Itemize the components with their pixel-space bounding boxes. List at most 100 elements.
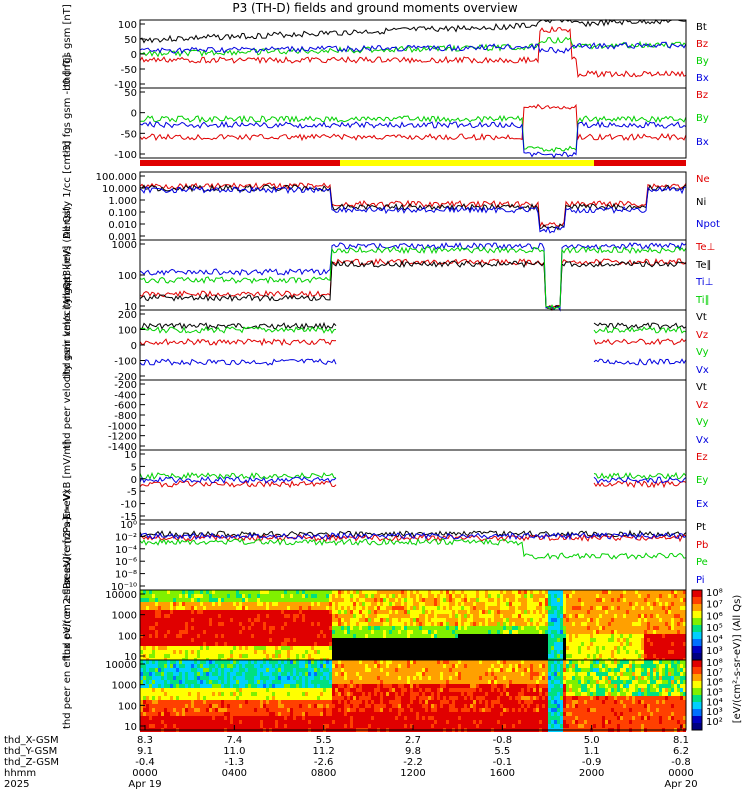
colorbar-tick: 10⁵	[706, 688, 723, 699]
x-axis-value: 7.4	[226, 735, 243, 746]
y-tick-label: 1.000	[108, 196, 137, 207]
y-tick-label: 0.010	[108, 220, 137, 231]
x-axis-row-label: thd_X-GSM	[4, 735, 59, 746]
x-axis-value: 9.8	[405, 746, 421, 757]
legend-ti⊥: Ti⊥	[696, 277, 714, 288]
y-tick-label: 100	[118, 631, 137, 642]
colorbar-tick: 10⁴	[706, 697, 723, 708]
y-tick-label: 1000	[112, 681, 137, 692]
legend-ey: Ey	[696, 475, 709, 487]
series-vz-line	[139, 337, 687, 347]
y-tick-label: 50	[124, 35, 137, 46]
series-vt-line	[139, 321, 687, 331]
x-axis-row-label: hhmm	[4, 768, 37, 779]
x-axis-value: 0800	[310, 768, 337, 779]
series-ni-line	[139, 183, 687, 231]
y-tick-label: 10.000	[102, 184, 137, 195]
panel-frame	[139, 379, 687, 451]
y-tick-label: 10⁻⁴	[115, 545, 137, 556]
colorbar-tick: 10⁷	[706, 668, 723, 679]
y-tick-label: 5	[131, 462, 137, 473]
legend-vx: Vx	[696, 434, 709, 446]
colorbar-tick: 10⁶	[706, 611, 723, 622]
region-bar-yellow	[340, 160, 594, 166]
x-axis-value: Apr 20	[664, 779, 698, 790]
legend-bx: Bx	[696, 136, 709, 148]
series-pt-line	[139, 529, 687, 538]
legend-pe: Pe	[696, 557, 708, 568]
legend-ni: Ni	[696, 196, 707, 208]
x-axis-row-label: 2025	[4, 779, 30, 790]
colorbar-tick: 10⁷	[706, 600, 723, 611]
y-tick-label: 10000	[105, 590, 137, 601]
y-tick-label: 10⁻⁸	[115, 570, 137, 581]
x-axis-value: 11.0	[223, 746, 246, 757]
series-te∥-line	[139, 259, 687, 311]
x-axis-value: -2.2	[403, 757, 423, 768]
series-bz-line	[139, 103, 687, 142]
x-axis-row-label: thd_Y-GSM	[4, 746, 58, 757]
x-axis-value: 11.2	[312, 746, 335, 757]
legend-bt: Bt	[696, 22, 707, 33]
legend-pi: Pi	[696, 574, 705, 586]
y-tick-label: 0	[131, 341, 137, 352]
legend-te⊥: Te⊥	[696, 242, 716, 253]
x-axis-value: 2000	[578, 768, 605, 779]
x-axis-value: 5.5	[315, 735, 332, 746]
x-axis-value: -0.1	[492, 757, 513, 768]
panel-frame	[139, 87, 687, 159]
x-axis-value: 0400	[221, 768, 248, 779]
region-bar-red-1	[140, 160, 340, 166]
legend-npot: Npot	[696, 219, 720, 231]
y-tick-label: 100	[118, 271, 137, 282]
colorbar-tick: 10⁸	[706, 658, 723, 669]
y-tick-label: -800	[114, 411, 137, 422]
x-axis-row-label: thd_Z-GSM	[4, 757, 59, 768]
x-axis-value: Apr 19	[128, 779, 162, 790]
colorbar-tick: 10⁴	[706, 635, 723, 646]
y-axis-label: thd peer en eflux eV/(cm2-s-sr-eV)	[62, 556, 73, 729]
series-ti⊥-line	[139, 241, 687, 312]
series-te⊥-line	[139, 258, 687, 312]
y-tick-label: -400	[114, 390, 137, 401]
y-tick-label: 100	[118, 701, 137, 712]
legend-pt: Pt	[696, 522, 706, 533]
series-ex-line	[139, 476, 687, 484]
panel-frame	[139, 519, 687, 591]
series-npot-line	[139, 186, 687, 234]
colorbar-frame	[691, 659, 703, 731]
y-tick-label: -1400	[108, 442, 137, 453]
colorbar-tick: 10⁵	[706, 623, 723, 634]
y-tick-label: -10	[121, 500, 137, 511]
legend-bz: Bz	[696, 90, 709, 101]
y-tick-label: 10	[124, 722, 137, 733]
y-tick-label: 0.100	[108, 208, 137, 219]
series-ne-line	[139, 182, 687, 229]
legend-vt: Vt	[696, 312, 707, 323]
x-axis-value: -0.4	[135, 757, 155, 768]
colorbar-tick: 10⁶	[706, 678, 723, 689]
y-tick-label: -1200	[108, 432, 137, 443]
y-tick-label: 10	[124, 450, 137, 461]
panel-frame	[139, 309, 687, 381]
legend-by: By	[696, 113, 709, 125]
series-bx-line	[139, 41, 687, 55]
y-tick-label: 0	[131, 475, 137, 486]
y-tick-label: -100	[114, 150, 137, 161]
legend-te∥: Te∥	[696, 259, 712, 271]
legend-ez: Ez	[696, 452, 708, 463]
legend-pb: Pb	[696, 539, 709, 551]
x-axis-value: 8.3	[137, 735, 153, 746]
region-bar-red-2	[594, 160, 686, 166]
y-tick-label: -200	[114, 372, 137, 383]
y-tick-label: 10⁻¹⁰	[111, 582, 137, 593]
legend-bz: Bz	[696, 39, 709, 50]
legend-ti∥: Ti∥	[696, 294, 710, 306]
series-ez-line	[139, 480, 687, 489]
chart-title: P3 (TH-D) fields and ground moments over…	[232, 1, 518, 15]
y-axis-label: thd peer velocity gsm km/s (All Qs)	[62, 272, 73, 449]
x-axis-value: -0.9	[581, 757, 602, 768]
series-bt-line	[139, 18, 687, 44]
x-axis-value: 6.2	[673, 746, 689, 757]
